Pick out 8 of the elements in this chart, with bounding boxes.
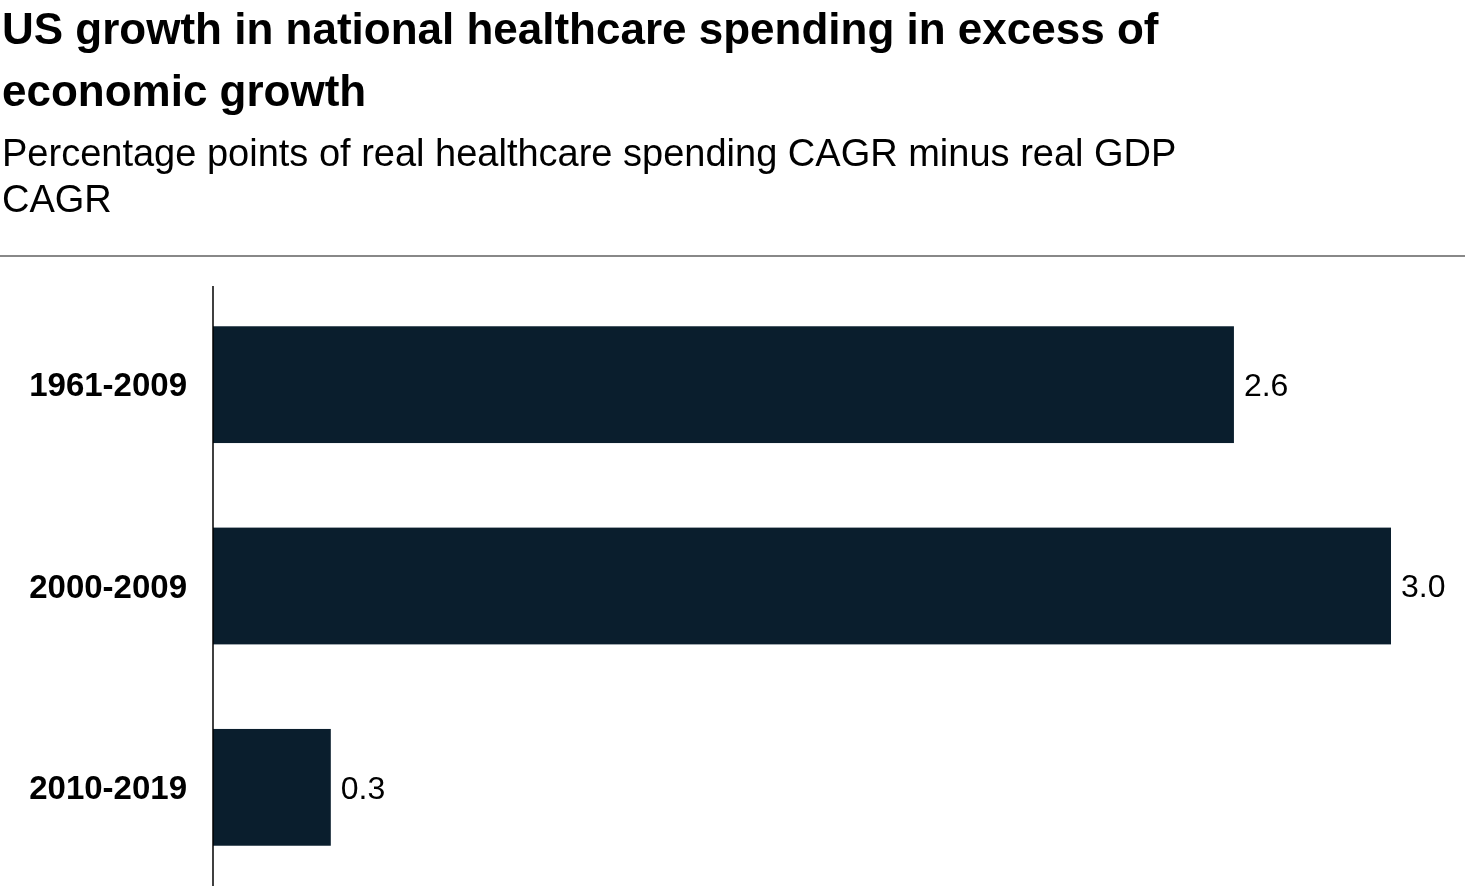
chart-title: US growth in national healthcare spending in excess of economic growth bbox=[2, 4, 1159, 115]
data-label: 2.6 bbox=[1243, 366, 1289, 403]
chart-subtitle: Percentage points of real healthcare spending CAGR minus real GDP CAGR bbox=[2, 132, 1177, 220]
y-tick-label: 1961-2009 bbox=[29, 366, 187, 404]
y-tick-label: 2010-2019 bbox=[29, 768, 187, 806]
data-label: 0.3 bbox=[340, 769, 386, 806]
data-label: 3.0 bbox=[1401, 568, 1446, 605]
y-tick-label: 2000-2009 bbox=[29, 567, 187, 605]
